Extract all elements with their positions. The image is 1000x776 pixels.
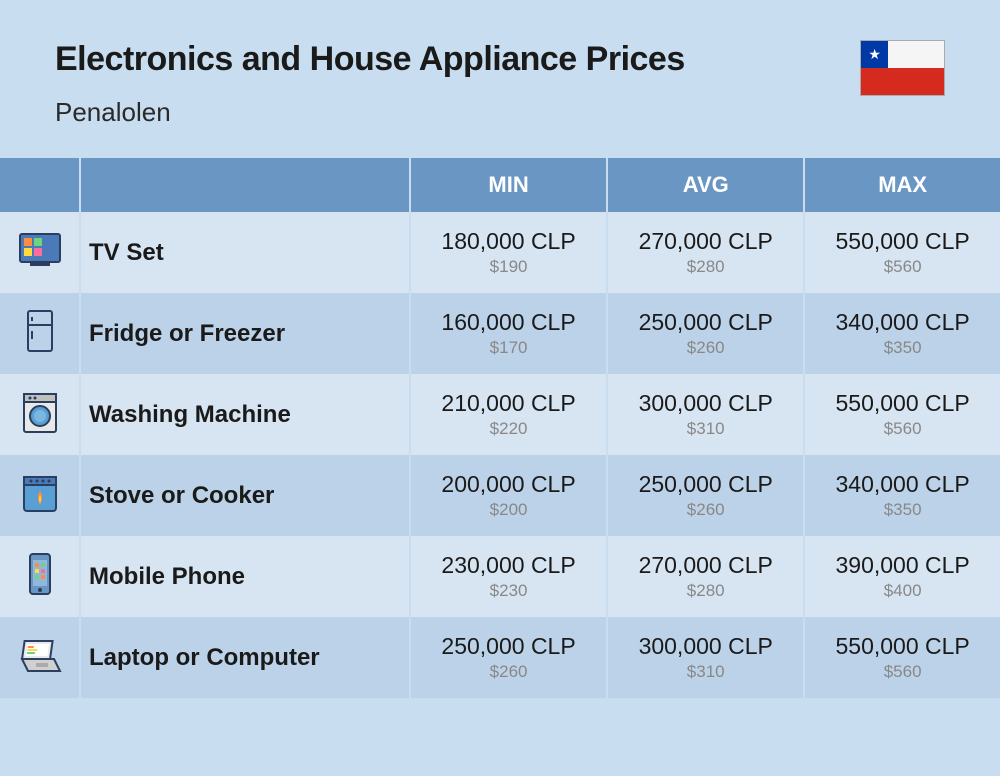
table-row: Laptop or Computer 250,000 CLP $260 300,… xyxy=(0,617,1000,698)
item-label: Stove or Cooker xyxy=(80,455,410,536)
min-price: 160,000 CLP $170 xyxy=(410,293,607,374)
avg-price: 270,000 CLP $280 xyxy=(607,536,804,617)
location-subtitle: Penalolen xyxy=(55,97,685,128)
item-label: TV Set xyxy=(80,212,410,293)
col-label xyxy=(80,158,410,212)
tv-icon xyxy=(0,212,80,293)
stove-icon xyxy=(0,455,80,536)
col-min: MIN xyxy=(410,158,607,212)
min-price: 230,000 CLP $230 xyxy=(410,536,607,617)
item-label: Fridge or Freezer xyxy=(80,293,410,374)
table-row: Fridge or Freezer 160,000 CLP $170 250,0… xyxy=(0,293,1000,374)
item-label: Mobile Phone xyxy=(80,536,410,617)
avg-price: 270,000 CLP $280 xyxy=(607,212,804,293)
max-price: 340,000 CLP $350 xyxy=(804,293,1000,374)
avg-price: 300,000 CLP $310 xyxy=(607,374,804,455)
min-price: 180,000 CLP $190 xyxy=(410,212,607,293)
prices-table: MIN AVG MAX TV Set 180,000 CLP $190 270,… xyxy=(0,158,1000,698)
max-price: 390,000 CLP $400 xyxy=(804,536,1000,617)
item-label: Washing Machine xyxy=(80,374,410,455)
avg-price: 250,000 CLP $260 xyxy=(607,455,804,536)
col-icon xyxy=(0,158,80,212)
item-label: Laptop or Computer xyxy=(80,617,410,698)
max-price: 340,000 CLP $350 xyxy=(804,455,1000,536)
table-row: Washing Machine 210,000 CLP $220 300,000… xyxy=(0,374,1000,455)
table-row: Stove or Cooker 200,000 CLP $200 250,000… xyxy=(0,455,1000,536)
header: Electronics and House Appliance Prices P… xyxy=(0,40,1000,158)
table-row: TV Set 180,000 CLP $190 270,000 CLP $280… xyxy=(0,212,1000,293)
chile-flag-icon: ★ xyxy=(860,40,945,96)
max-price: 550,000 CLP $560 xyxy=(804,212,1000,293)
laptop-icon xyxy=(0,617,80,698)
col-avg: AVG xyxy=(607,158,804,212)
table-row: Mobile Phone 230,000 CLP $230 270,000 CL… xyxy=(0,536,1000,617)
min-price: 210,000 CLP $220 xyxy=(410,374,607,455)
col-max: MAX xyxy=(804,158,1000,212)
min-price: 250,000 CLP $260 xyxy=(410,617,607,698)
avg-price: 250,000 CLP $260 xyxy=(607,293,804,374)
min-price: 200,000 CLP $200 xyxy=(410,455,607,536)
max-price: 550,000 CLP $560 xyxy=(804,374,1000,455)
mobile-icon xyxy=(0,536,80,617)
fridge-icon xyxy=(0,293,80,374)
max-price: 550,000 CLP $560 xyxy=(804,617,1000,698)
washing-machine-icon xyxy=(0,374,80,455)
page-title: Electronics and House Appliance Prices xyxy=(55,40,685,79)
avg-price: 300,000 CLP $310 xyxy=(607,617,804,698)
